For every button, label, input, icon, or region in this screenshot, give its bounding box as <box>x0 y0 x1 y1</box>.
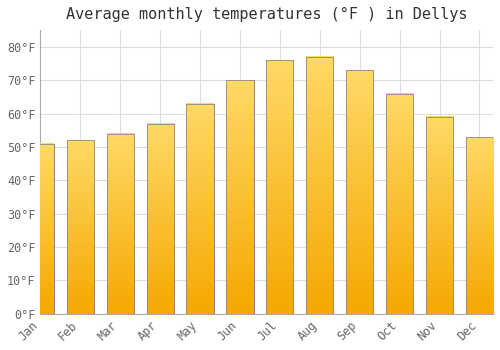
Bar <box>186 104 214 314</box>
Bar <box>106 134 134 314</box>
Bar <box>426 117 453 314</box>
Bar <box>346 70 374 314</box>
Bar <box>306 57 334 314</box>
Bar <box>106 134 134 314</box>
Bar <box>186 104 214 314</box>
Bar <box>26 144 54 314</box>
Bar <box>466 137 493 314</box>
Bar <box>266 60 293 314</box>
Bar <box>386 93 413 314</box>
Bar <box>386 93 413 314</box>
Bar <box>426 117 453 314</box>
Bar <box>226 80 254 314</box>
Bar <box>266 60 293 314</box>
Bar <box>146 124 174 314</box>
Title: Average monthly temperatures (°F ) in Dellys: Average monthly temperatures (°F ) in De… <box>66 7 468 22</box>
Bar <box>26 144 54 314</box>
Bar <box>66 140 94 314</box>
Bar <box>346 70 374 314</box>
Bar <box>306 57 334 314</box>
Bar <box>226 80 254 314</box>
Bar <box>66 140 94 314</box>
Bar <box>146 124 174 314</box>
Bar <box>466 137 493 314</box>
